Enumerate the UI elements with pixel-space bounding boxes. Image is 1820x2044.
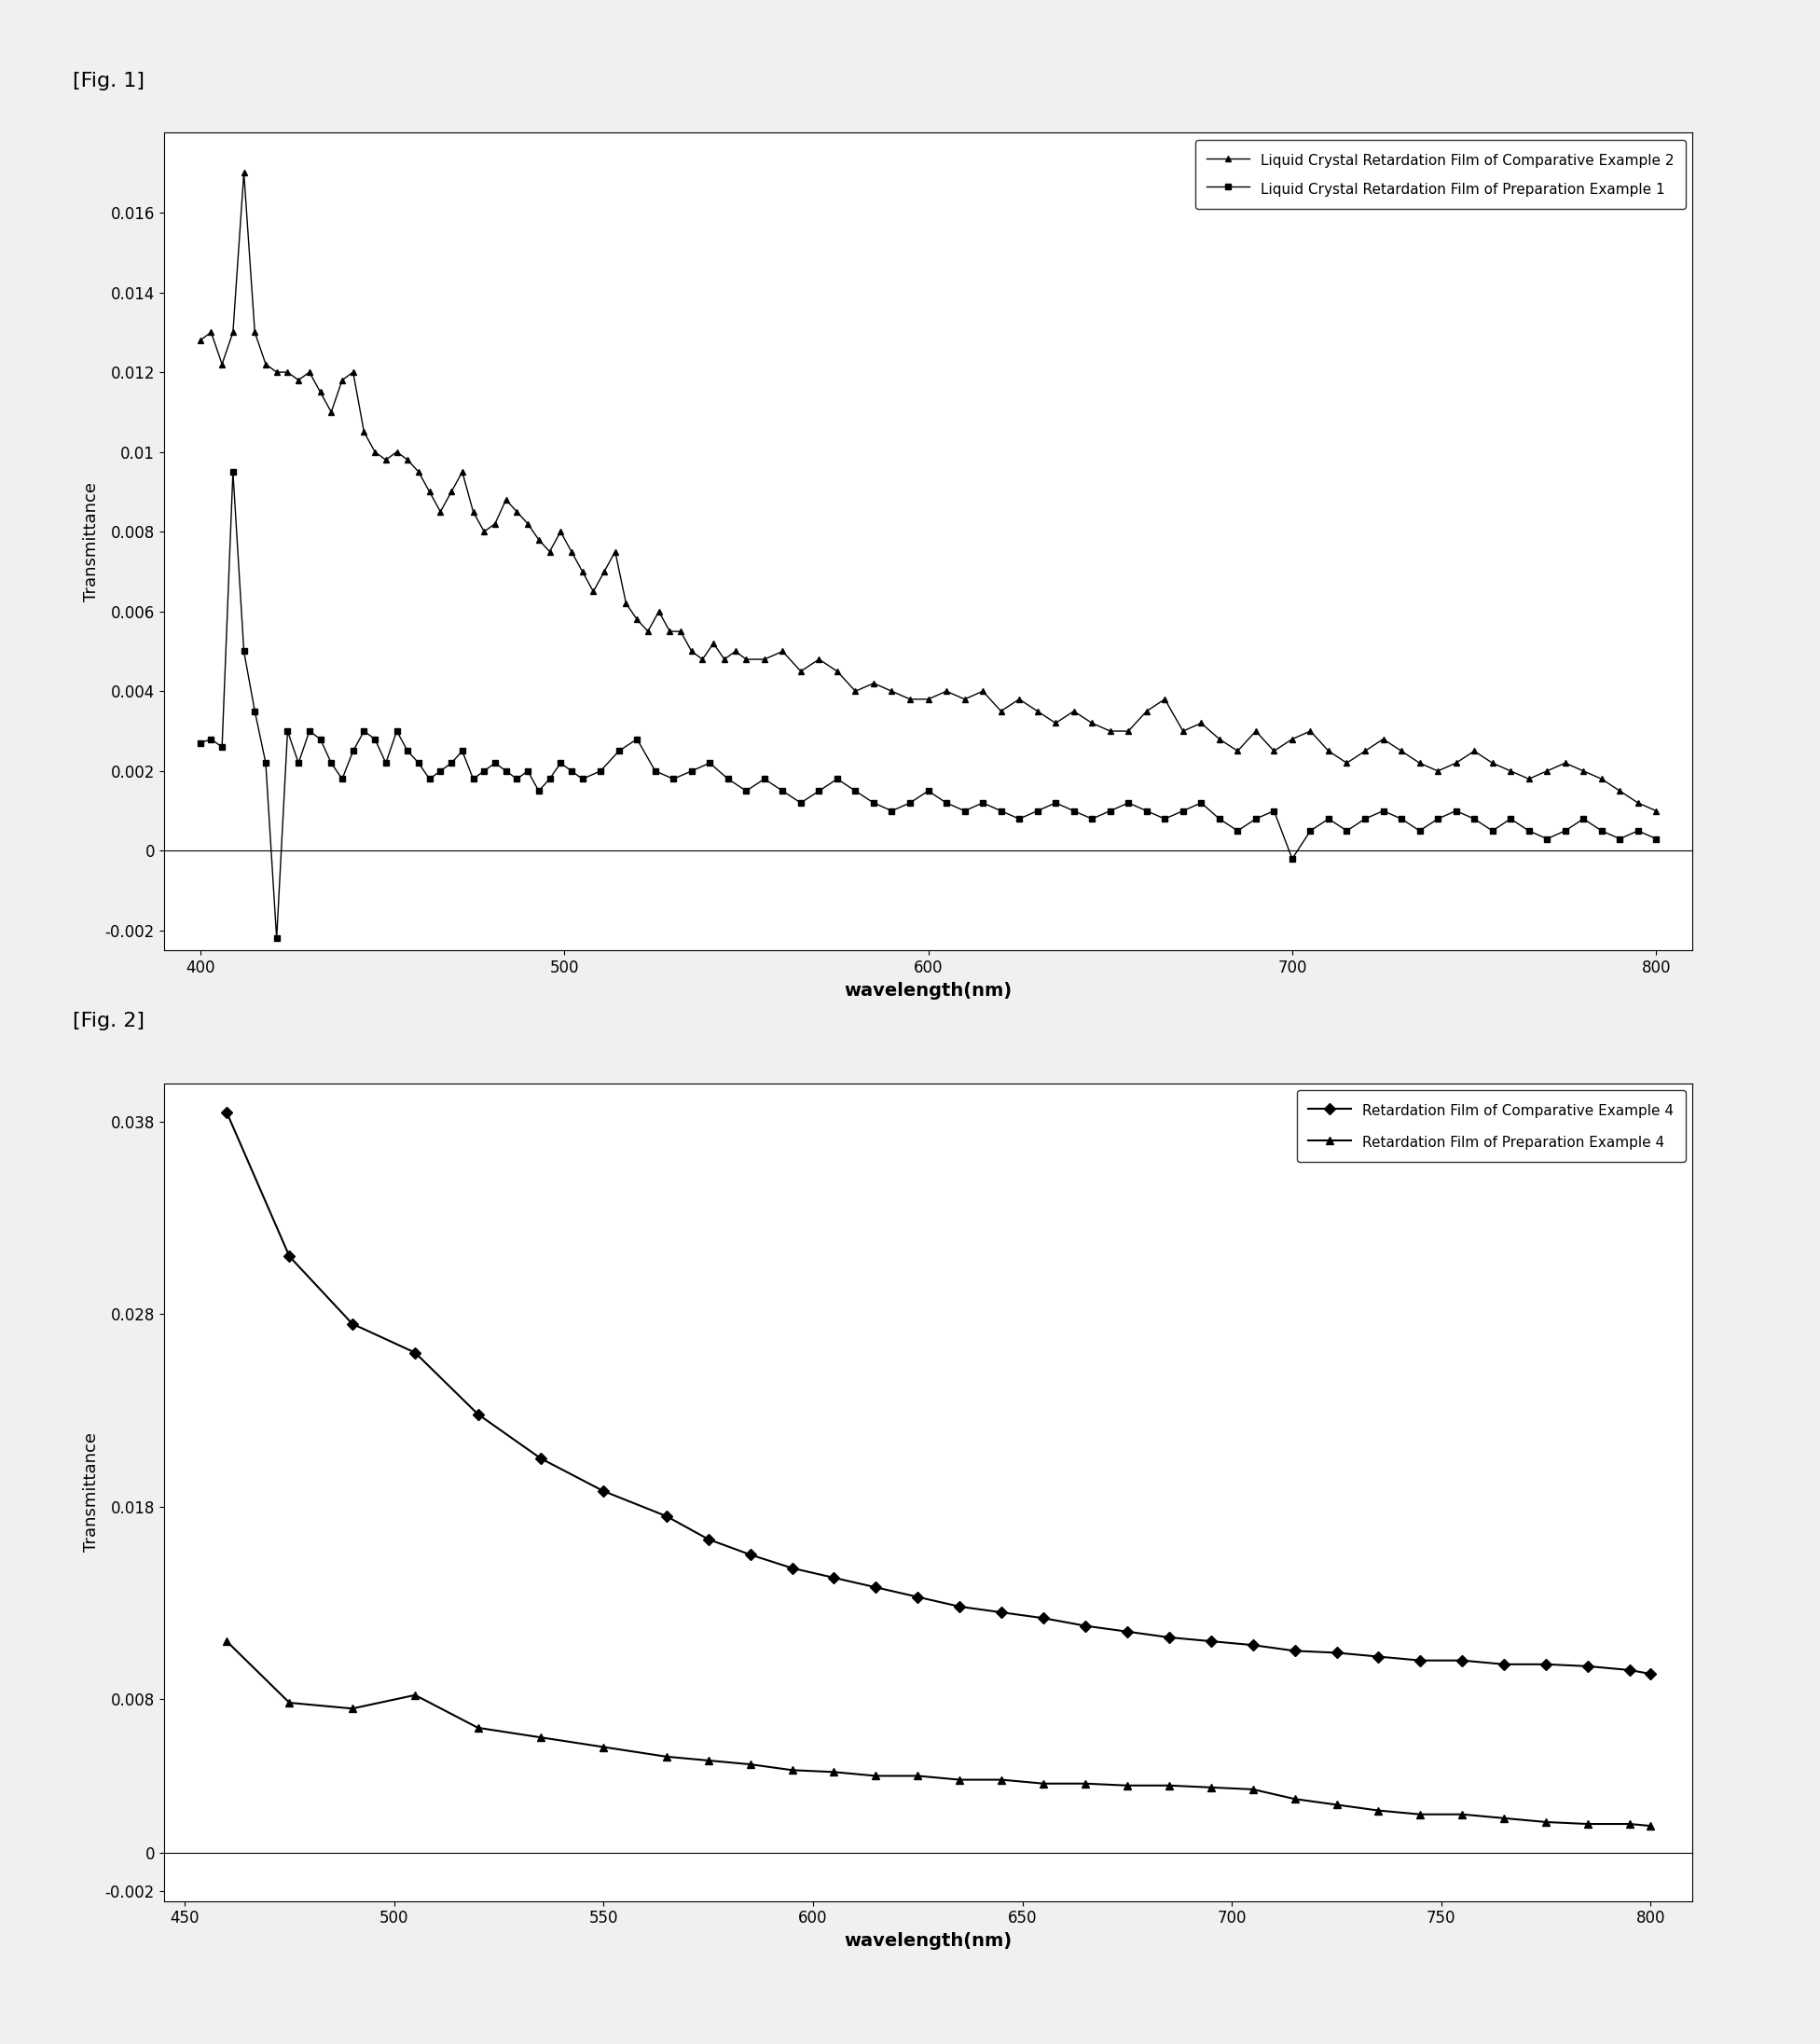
Retardation Film of Preparation Example 4 [342,1697,364,1721]
Retardation Film of Preparation Example 4 [468,1715,490,1739]
Liquid Crystal Retardation Film of Comparative Example 2 [935,679,957,703]
Liquid Crystal Retardation Film of Comparative Example 2 [1645,799,1667,824]
Retardation Film of Comparative Example 4 [1534,1652,1556,1676]
Retardation Film of Comparative Example 4 [1032,1607,1054,1631]
Retardation Film of Preparation Example 4 [404,1682,426,1707]
Liquid Crystal Retardation Film of Preparation Example 1 [397,738,419,762]
Line: Liquid Crystal Retardation Film of Preparation Example 1: Liquid Crystal Retardation Film of Prepa… [197,468,1660,942]
Retardation Film of Comparative Example 4 [823,1566,844,1590]
Y-axis label: Transmittance: Transmittance [84,1433,100,1551]
Retardation Film of Preparation Example 4 [1032,1772,1054,1797]
Liquid Crystal Retardation Film of Comparative Example 2 [1208,728,1230,752]
Liquid Crystal Retardation Film of Comparative Example 2 [703,632,724,656]
Liquid Crystal Retardation Film of Preparation Example 1 [189,732,211,756]
X-axis label: wavelength(nm): wavelength(nm) [844,981,1012,1000]
Retardation Film of Comparative Example 4 [906,1584,928,1609]
Retardation Film of Comparative Example 4 [1199,1629,1221,1654]
Liquid Crystal Retardation Film of Comparative Example 2 [189,327,211,352]
Line: Retardation Film of Preparation Example 4: Retardation Film of Preparation Example … [222,1637,1654,1829]
Retardation Film of Preparation Example 4 [1283,1786,1305,1811]
Retardation Film of Preparation Example 4 [530,1725,551,1750]
Retardation Film of Comparative Example 4 [739,1543,761,1568]
Retardation Film of Comparative Example 4 [864,1576,886,1600]
Retardation Film of Comparative Example 4 [655,1504,677,1529]
Liquid Crystal Retardation Film of Comparative Example 2 [233,161,255,186]
Liquid Crystal Retardation Film of Comparative Example 2 [1117,719,1139,744]
Retardation Film of Preparation Example 4 [990,1768,1012,1793]
Retardation Film of Comparative Example 4 [948,1594,970,1619]
Retardation Film of Preparation Example 4 [864,1764,886,1788]
Retardation Film of Preparation Example 4 [906,1764,928,1788]
Retardation Film of Preparation Example 4 [1158,1774,1179,1799]
Retardation Film of Preparation Example 4 [593,1735,615,1760]
Liquid Crystal Retardation Film of Preparation Example 1 [222,460,244,484]
Retardation Film of Comparative Example 4 [1492,1652,1514,1676]
Retardation Film of Comparative Example 4 [1640,1662,1662,1686]
Retardation Film of Comparative Example 4 [1158,1625,1179,1650]
Retardation Film of Comparative Example 4 [1618,1658,1640,1682]
Liquid Crystal Retardation Film of Preparation Example 1 [1645,826,1667,850]
Retardation Film of Comparative Example 4 [1409,1647,1431,1672]
Retardation Film of Comparative Example 4 [1116,1619,1138,1643]
Liquid Crystal Retardation Film of Comparative Example 2 [277,360,298,384]
X-axis label: wavelength(nm): wavelength(nm) [844,1932,1012,1950]
Retardation Film of Comparative Example 4 [1367,1643,1389,1668]
Retardation Film of Preparation Example 4 [781,1758,803,1782]
Retardation Film of Preparation Example 4 [1116,1774,1138,1799]
Liquid Crystal Retardation Film of Preparation Example 1 [266,926,288,950]
Liquid Crystal Retardation Film of Preparation Example 1 [244,699,266,724]
Retardation Film of Comparative Example 4 [530,1447,551,1472]
Liquid Crystal Retardation Film of Preparation Example 1 [1136,799,1158,824]
Retardation Film of Preparation Example 4 [655,1744,677,1768]
Retardation Film of Preparation Example 4 [278,1690,300,1715]
Liquid Crystal Retardation Film of Comparative Example 2 [473,519,495,544]
Retardation Film of Comparative Example 4 [990,1600,1012,1625]
Retardation Film of Comparative Example 4 [1241,1633,1263,1658]
Retardation Film of Preparation Example 4 [739,1752,761,1776]
Retardation Film of Preparation Example 4 [217,1629,238,1654]
Retardation Film of Preparation Example 4 [1367,1799,1389,1823]
Liquid Crystal Retardation Film of Preparation Example 1 [1227,818,1249,842]
Liquid Crystal Retardation Film of Preparation Example 1 [1245,807,1267,832]
Retardation Film of Preparation Example 4 [1451,1803,1472,1827]
Text: [Fig. 1]: [Fig. 1] [73,72,144,90]
Retardation Film of Preparation Example 4 [1534,1809,1556,1833]
Retardation Film of Preparation Example 4 [823,1760,844,1784]
Retardation Film of Preparation Example 4 [1618,1811,1640,1836]
Retardation Film of Comparative Example 4 [468,1402,490,1427]
Retardation Film of Preparation Example 4 [1241,1776,1263,1801]
Legend: Liquid Crystal Retardation Film of Comparative Example 2, Liquid Crystal Retarda: Liquid Crystal Retardation Film of Compa… [1196,139,1685,208]
Retardation Film of Comparative Example 4 [278,1245,300,1269]
Retardation Film of Preparation Example 4 [1074,1772,1096,1797]
Retardation Film of Comparative Example 4 [1451,1647,1472,1672]
Text: [Fig. 2]: [Fig. 2] [73,1012,144,1030]
Y-axis label: Transmittance: Transmittance [84,482,100,601]
Retardation Film of Preparation Example 4 [1576,1811,1598,1836]
Retardation Film of Preparation Example 4 [948,1768,970,1793]
Retardation Film of Comparative Example 4 [697,1527,719,1551]
Retardation Film of Preparation Example 4 [1492,1807,1514,1831]
Retardation Film of Comparative Example 4 [593,1480,615,1504]
Retardation Film of Comparative Example 4 [1283,1639,1305,1664]
Retardation Film of Preparation Example 4 [1640,1813,1662,1838]
Retardation Film of Preparation Example 4 [1409,1803,1431,1827]
Retardation Film of Preparation Example 4 [697,1748,719,1772]
Retardation Film of Comparative Example 4 [342,1312,364,1337]
Retardation Film of Preparation Example 4 [1325,1793,1347,1817]
Liquid Crystal Retardation Film of Preparation Example 1 [1172,799,1194,824]
Retardation Film of Comparative Example 4 [781,1555,803,1580]
Retardation Film of Comparative Example 4 [1325,1641,1347,1666]
Retardation Film of Preparation Example 4 [1199,1774,1221,1799]
Line: Liquid Crystal Retardation Film of Comparative Example 2: Liquid Crystal Retardation Film of Compa… [197,170,1660,814]
Retardation Film of Comparative Example 4 [217,1100,238,1124]
Retardation Film of Comparative Example 4 [1576,1654,1598,1678]
Legend: Retardation Film of Comparative Example 4, Retardation Film of Preparation Examp: Retardation Film of Comparative Example … [1298,1089,1685,1163]
Line: Retardation Film of Comparative Example 4: Retardation Film of Comparative Example … [222,1108,1654,1678]
Retardation Film of Comparative Example 4 [404,1341,426,1365]
Retardation Film of Comparative Example 4 [1074,1613,1096,1637]
